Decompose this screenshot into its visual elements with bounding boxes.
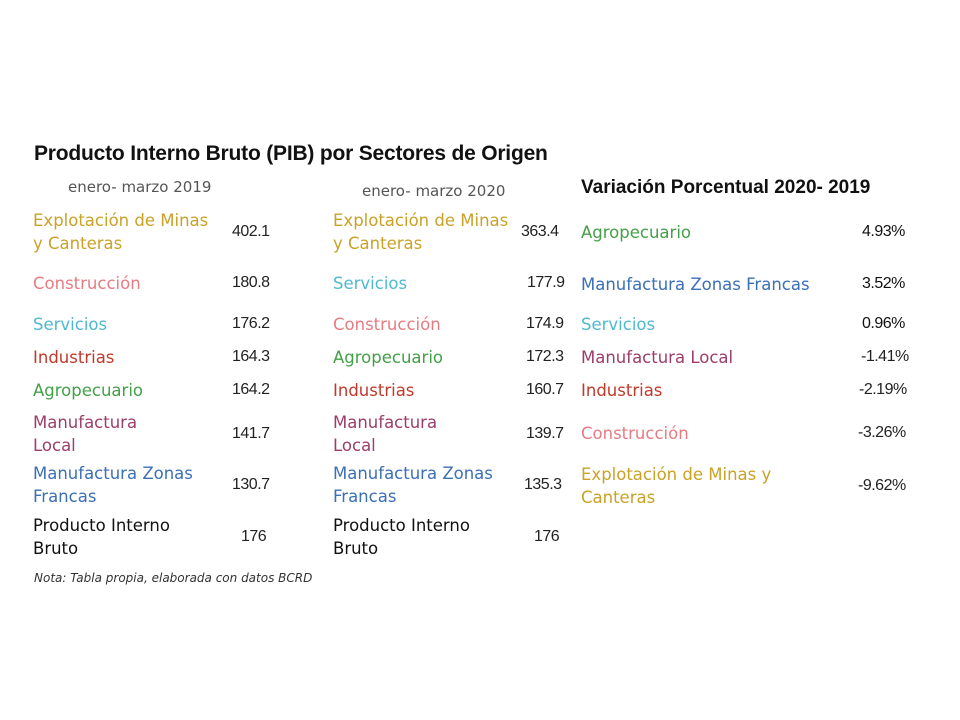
table-row: Industrias 160.7: [333, 377, 564, 403]
sector-value: 176: [534, 528, 560, 545]
footnote: Nota: Tabla propia, elaborada con datos …: [34, 571, 313, 585]
table-row: Construcción 174.9: [333, 311, 564, 337]
sector-name: Manufactura Zonas Francas: [333, 464, 493, 506]
sector-value: 174.9: [526, 315, 564, 332]
table-row: Manufactura Zonas Francas 3.52%: [581, 259, 905, 309]
table-row: Explotación de Minas y Canteras -9.62%: [581, 461, 906, 511]
sector-name: Servicios: [581, 314, 656, 334]
table-row: Manufactura Zonas Francas 130.7: [33, 460, 270, 510]
variation-value: -9.62%: [858, 477, 906, 494]
sector-name: Explotación de Minas y Canteras: [33, 211, 209, 253]
table-row: Industrias -2.19%: [581, 377, 907, 403]
sector-name: Construcción: [33, 273, 141, 293]
heading-variation: Variación Porcentual 2020- 2019: [581, 177, 871, 198]
heading-2019: enero- marzo 2019: [68, 178, 212, 196]
table-row: Manufactura Zonas Francas 135.3: [333, 460, 562, 510]
table-row: Producto Interno Bruto 176: [333, 512, 560, 562]
sector-name: Servicios: [33, 314, 108, 334]
sector-value: 130.7: [232, 476, 270, 493]
sector-name: Manufactura Zonas Francas: [33, 464, 193, 506]
sector-name: Construcción: [581, 423, 689, 443]
variation-value: 4.93%: [862, 223, 905, 240]
sector-value: 164.2: [232, 381, 270, 398]
table-row: Producto Interno Bruto 176: [33, 512, 267, 562]
table-row: Manufactura Local -1.41%: [581, 344, 909, 370]
sector-value: 176: [241, 528, 267, 545]
sector-name: Industrias: [581, 380, 663, 400]
sector-name: Agropecuario: [581, 222, 692, 242]
variation-value: -1.41%: [861, 348, 909, 365]
sector-value: 139.7: [526, 425, 564, 442]
variation-value: 0.96%: [862, 315, 905, 332]
heading-2020: enero- marzo 2020: [362, 182, 506, 200]
sector-name: Agropecuario: [333, 347, 444, 367]
table-row: Agropecuario 172.3: [333, 344, 564, 370]
sector-name: Agropecuario: [33, 380, 144, 400]
variation-value: 3.52%: [862, 275, 905, 292]
sector-value: 177.9: [527, 274, 565, 291]
table-row: Agropecuario 4.93%: [581, 219, 905, 245]
table-row: Agropecuario 164.2: [33, 377, 270, 403]
table-row: Servicios 177.9: [333, 270, 565, 296]
sector-value: 135.3: [524, 476, 562, 493]
sector-name: Manufactura Local: [33, 413, 138, 455]
sector-value: 363.4: [521, 223, 559, 240]
sector-name: Manufactura Local: [581, 347, 734, 367]
table-row: Construcción 180.8: [33, 270, 270, 296]
sector-name: Manufactura Zonas Francas: [581, 274, 810, 294]
sector-name: Industrias: [333, 380, 415, 400]
sector-name: Manufactura Local: [333, 413, 438, 455]
sector-name: Explotación de Minas y Canteras: [581, 465, 772, 507]
table-row: Manufactura Local 141.7: [33, 409, 270, 459]
sector-value: 176.2: [232, 315, 270, 332]
sector-value: 172.3: [526, 348, 564, 365]
table-row: Explotación de Minas y Canteras 363.4: [333, 207, 559, 257]
variation-value: -2.19%: [859, 381, 907, 398]
table-row: Servicios 176.2: [33, 311, 270, 337]
sector-value: 160.7: [526, 381, 564, 398]
sector-value: 164.3: [232, 348, 270, 365]
sector-name: Industrias: [33, 347, 115, 367]
page-title: Producto Interno Bruto (PIB) por Sectore…: [34, 142, 548, 165]
table-row: Construcción -3.26%: [581, 420, 906, 446]
sector-name: Explotación de Minas y Canteras: [333, 211, 509, 253]
sector-value: 402.1: [232, 223, 270, 240]
table-row: Explotación de Minas y Canteras 402.1: [33, 207, 270, 257]
sector-name: Servicios: [333, 273, 408, 293]
sector-name: Producto Interno Bruto: [333, 516, 470, 558]
sector-value: 180.8: [232, 274, 270, 291]
sector-value: 141.7: [232, 425, 270, 442]
table-row: Industrias 164.3: [33, 344, 270, 370]
table-row: Servicios 0.96%: [581, 311, 905, 337]
sector-name: Construcción: [333, 314, 441, 334]
variation-value: -3.26%: [858, 424, 906, 441]
table-row: Manufactura Local 139.7: [333, 409, 564, 459]
sector-name: Producto Interno Bruto: [33, 516, 170, 558]
